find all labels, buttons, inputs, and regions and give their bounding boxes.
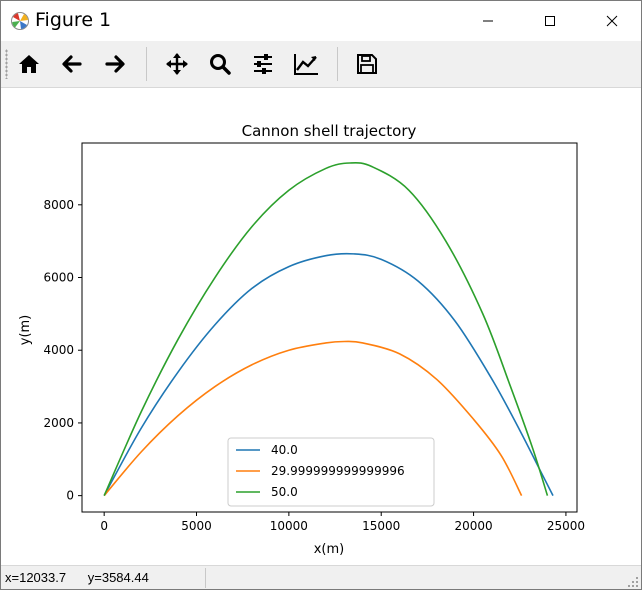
x-tick-label: 15000 <box>362 519 400 533</box>
y-axis-label: y(m) <box>18 315 33 346</box>
figure-canvas[interactable]: Cannon shell trajectory x(m) y(m) 0 5000 1… <box>1 88 641 564</box>
title-bar[interactable]: Figure 1 <box>1 1 641 41</box>
status-bar: x=12033.7 y=3584.44 <box>1 565 641 589</box>
x-tick-label: 0 <box>100 519 108 533</box>
maximize-button[interactable] <box>527 1 573 41</box>
x-tick-label: 5000 <box>181 519 212 533</box>
pan-button[interactable] <box>161 47 193 81</box>
legend-box <box>227 437 435 507</box>
y-tick-label: 6000 <box>43 271 74 285</box>
minimize-icon <box>483 20 493 22</box>
edit-axis-button[interactable] <box>290 47 322 81</box>
arrow-right-icon <box>105 55 125 73</box>
resize-grip-icon[interactable] <box>627 576 639 588</box>
cursor-coordinates: x=12033.7 y=3584.44 <box>5 570 149 585</box>
legend-label-2: 50.0 <box>271 485 298 499</box>
status-divider <box>205 568 206 588</box>
minimize-button[interactable] <box>465 1 511 41</box>
x-tick-label: 25000 <box>547 519 585 533</box>
window-title: Figure 1 <box>35 9 112 31</box>
navigation-toolbar <box>1 41 641 88</box>
close-button[interactable] <box>589 1 635 41</box>
line-chart-icon <box>294 54 318 75</box>
app-icon <box>11 12 29 30</box>
series-line-2 <box>103 161 549 496</box>
y-tick-label: 8000 <box>43 198 74 212</box>
home-icon <box>19 55 39 73</box>
y-tick-label: 0 <box>66 489 74 503</box>
arrow-left-icon <box>62 55 82 73</box>
maximize-icon <box>545 16 555 26</box>
zoom-button[interactable] <box>204 47 236 81</box>
chart-title: Cannon shell trajectory <box>242 122 417 140</box>
y-tick-label: 2000 <box>43 416 74 430</box>
x-axis-label: x(m) <box>314 542 345 557</box>
chart[interactable]: Cannon shell trajectory x(m) y(m) 0 5000 1… <box>1 88 641 564</box>
series-line-1 <box>103 340 523 497</box>
x-tick-label: 10000 <box>270 519 308 533</box>
back-button[interactable] <box>56 47 88 81</box>
legend-label-0: 40.0 <box>271 443 298 457</box>
home-button[interactable] <box>13 47 45 81</box>
close-icon <box>606 15 618 27</box>
save-button[interactable] <box>351 47 383 81</box>
axes-frame <box>81 142 578 513</box>
configure-subplots-button[interactable] <box>247 47 279 81</box>
magnifier-icon <box>210 54 231 75</box>
floppy-disk-icon <box>357 54 377 74</box>
y-tick-label: 4000 <box>43 343 74 357</box>
sliders-icon <box>254 54 272 74</box>
toolbar-separator <box>146 47 147 81</box>
toolbar-grip[interactable] <box>5 49 8 79</box>
toolbar-separator <box>337 47 338 81</box>
x-tick-label: 20000 <box>454 519 492 533</box>
move-icon <box>166 53 188 75</box>
series-line-0 <box>103 252 554 497</box>
forward-button[interactable] <box>99 47 131 81</box>
legend-label-1: 29.999999999999996 <box>271 464 405 478</box>
